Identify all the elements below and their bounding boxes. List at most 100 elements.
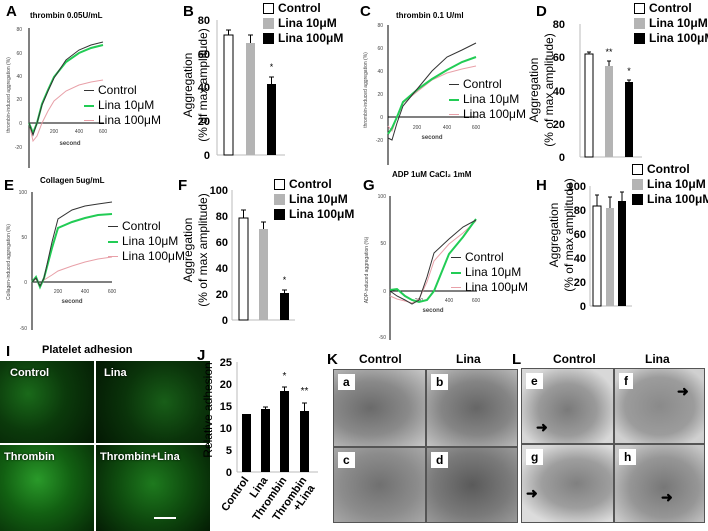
svg-text:0: 0 bbox=[580, 301, 586, 313]
svg-text:400: 400 bbox=[75, 129, 84, 135]
svg-text:**: ** bbox=[301, 386, 309, 397]
panel-label-a: A bbox=[6, 3, 17, 20]
line-chart-c: 80 60 40 20 0 -20 200 400 600 second thr… bbox=[363, 23, 481, 165]
svg-text:0: 0 bbox=[559, 152, 565, 164]
panel-l-header-lina: Lina bbox=[645, 352, 670, 366]
svg-text:Aggregation: Aggregation bbox=[527, 58, 541, 123]
svg-text:second: second bbox=[421, 135, 442, 141]
tem-image-f: f ➜ bbox=[614, 368, 705, 444]
svg-text:600: 600 bbox=[472, 125, 481, 131]
svg-text:5: 5 bbox=[226, 445, 232, 457]
svg-text:0: 0 bbox=[383, 289, 386, 295]
svg-text:Relative adhesion: Relative adhesion bbox=[201, 362, 215, 457]
svg-text:Aggregation: Aggregation bbox=[547, 203, 561, 268]
panel-label-i: I bbox=[6, 343, 11, 360]
svg-text:(% of max amplitude): (% of max amplitude) bbox=[196, 193, 210, 306]
panel-c-title: thrombin 0.1 U/ml bbox=[396, 11, 464, 20]
svg-text:-20: -20 bbox=[376, 138, 383, 144]
svg-text:600: 600 bbox=[108, 289, 117, 295]
fluorescence-tile-thrombin: Thrombin bbox=[0, 445, 94, 531]
legend-e-lina100: Lina 100μM bbox=[108, 249, 185, 264]
svg-text:50: 50 bbox=[380, 241, 386, 247]
legend-g-lina100: Lina 100μM bbox=[451, 280, 528, 295]
svg-text:40: 40 bbox=[216, 263, 228, 275]
svg-text:100: 100 bbox=[568, 181, 586, 193]
legend-a-lina100: Lina 100μM bbox=[84, 113, 161, 128]
svg-text:Control: Control bbox=[219, 475, 251, 514]
svg-text:(% of max amplitude): (% of max amplitude) bbox=[542, 33, 556, 146]
legend-e-lina10: Lina 10μM bbox=[108, 234, 185, 249]
arrow-icon: ➜ bbox=[661, 489, 673, 505]
tem-image-d: d bbox=[426, 447, 518, 523]
line-chart-e: 100 50 0 -50 200 400 600 second Collagen… bbox=[6, 190, 117, 332]
panel-label-c: C bbox=[360, 3, 371, 20]
bar-chart-d: Aggregation (% of max amplitude) 80 60 40 2… bbox=[527, 19, 642, 164]
svg-text:thrombin-induced aggregation (: thrombin-induced aggregation (%) bbox=[6, 57, 12, 133]
tem-image-h: h ➜ bbox=[614, 444, 705, 523]
fluorescence-tile-lina: Lina bbox=[96, 361, 210, 443]
legend-g-lina10: Lina 10μM bbox=[451, 265, 528, 280]
arrow-icon: ➜ bbox=[526, 485, 538, 501]
svg-text:200: 200 bbox=[50, 129, 59, 135]
svg-text:second: second bbox=[59, 141, 80, 147]
swatch-control bbox=[632, 164, 643, 175]
svg-text:20: 20 bbox=[220, 379, 232, 391]
svg-text:*: * bbox=[283, 371, 287, 382]
svg-text:*: * bbox=[283, 275, 287, 285]
legend-c-lina10: Lina 10μM bbox=[449, 92, 526, 107]
bar-chart-h: Aggregation (% of max amplitude) 100 80 60… bbox=[547, 178, 632, 313]
svg-text:600: 600 bbox=[472, 298, 481, 304]
legend-c-control: Control bbox=[449, 77, 526, 92]
panel-label-f: F bbox=[178, 177, 188, 194]
svg-text:ADP-induced aggregation (%): ADP-induced aggregation (%) bbox=[364, 236, 370, 303]
swatch-lina10 bbox=[274, 194, 285, 205]
svg-text:60: 60 bbox=[16, 51, 22, 57]
legend-g-control: Control bbox=[451, 250, 528, 265]
legend-h: Control Lina 10μM Lina 100μM bbox=[632, 162, 708, 207]
panel-label-d: D bbox=[536, 3, 547, 20]
tem-image-e: e ➜ bbox=[521, 368, 614, 444]
panel-k-header-control: Control bbox=[359, 352, 402, 366]
panel-label-j: J bbox=[197, 347, 206, 364]
swatch-lina10 bbox=[634, 18, 645, 29]
tem-image-b: b bbox=[426, 369, 518, 447]
svg-text:Collagen-induced aggregation (: Collagen-induced aggregation (%) bbox=[6, 224, 12, 300]
svg-text:40: 40 bbox=[198, 82, 210, 94]
svg-text:400: 400 bbox=[445, 298, 454, 304]
svg-text:100: 100 bbox=[19, 190, 28, 196]
svg-text:80: 80 bbox=[377, 23, 383, 29]
line-chart-g: 100 50 0 -50 200 400 600 second ADP-indu… bbox=[364, 194, 481, 341]
svg-text:200: 200 bbox=[413, 125, 422, 131]
svg-text:0: 0 bbox=[222, 315, 228, 327]
panel-label-g: G bbox=[363, 177, 375, 194]
bar-chart-b: Aggregation (% of max amplitude) 80 60 40 2… bbox=[181, 15, 285, 162]
scale-bar bbox=[154, 517, 176, 519]
svg-text:40: 40 bbox=[377, 69, 383, 75]
fluorescence-tile-control: Control bbox=[0, 361, 94, 443]
svg-text:100: 100 bbox=[378, 194, 387, 200]
svg-text:60: 60 bbox=[216, 237, 228, 249]
panel-label-e: E bbox=[4, 177, 15, 194]
panel-g-title: ADP 1uM CaCl₂ 1mM bbox=[392, 170, 472, 179]
panel-label-l: L bbox=[512, 351, 522, 368]
svg-text:20: 20 bbox=[553, 119, 565, 131]
svg-text:0: 0 bbox=[24, 280, 27, 286]
swatch-lina10 bbox=[632, 179, 643, 190]
svg-text:second: second bbox=[61, 299, 82, 305]
svg-text:40: 40 bbox=[16, 74, 22, 80]
panel-a-title: thrombin 0.05U/mL bbox=[30, 11, 103, 20]
svg-text:25: 25 bbox=[220, 357, 232, 369]
panel-label-k: K bbox=[327, 351, 338, 368]
svg-text:-50: -50 bbox=[20, 326, 27, 332]
svg-text:Aggregation: Aggregation bbox=[181, 218, 195, 283]
svg-text:(% of max amplitude): (% of max amplitude) bbox=[562, 178, 576, 291]
panel-l-header-control: Control bbox=[553, 352, 596, 366]
svg-text:40: 40 bbox=[574, 253, 586, 265]
svg-text:80: 80 bbox=[216, 211, 228, 223]
panel-label-b: B bbox=[183, 3, 194, 20]
svg-text:thrombin-induced aggregation (: thrombin-induced aggregation (%) bbox=[363, 52, 369, 128]
legend-c-lina100: Lina 100μM bbox=[449, 107, 526, 122]
line-chart-a: 80 60 40 20 0 -20 200 400 600 second thr… bbox=[6, 27, 107, 168]
bar-chart-j: Relative adhesion 25 20 15 10 5 0 * ** Contro… bbox=[201, 357, 318, 523]
svg-text:0: 0 bbox=[226, 467, 232, 479]
